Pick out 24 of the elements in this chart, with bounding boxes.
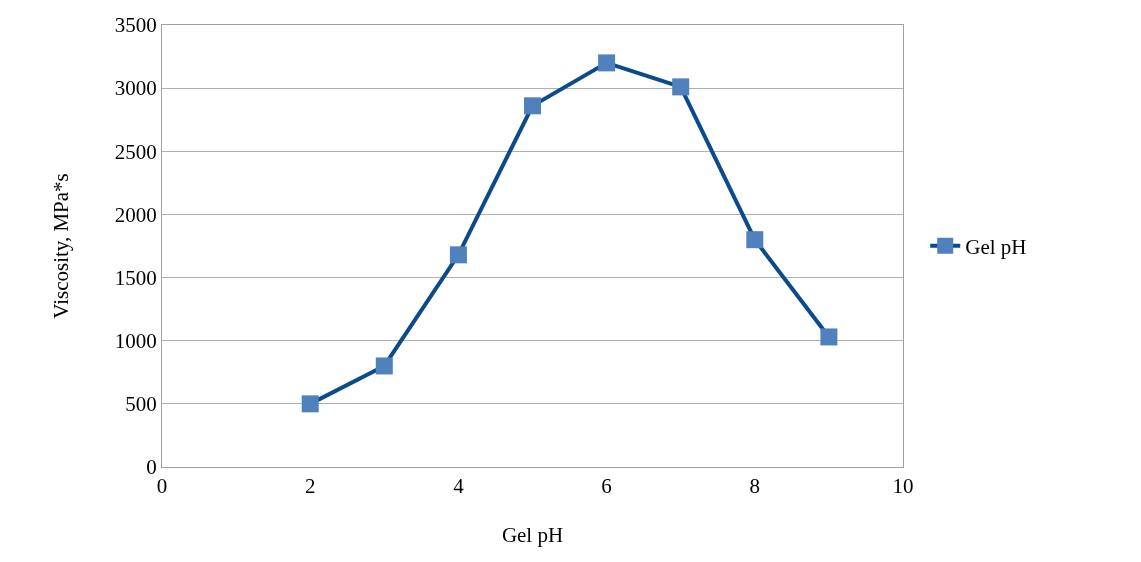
y-tick-label: 0: [146, 455, 157, 480]
y-tick-label: 1500: [114, 265, 157, 290]
y-tick-label: 3000: [114, 76, 157, 101]
point: [301, 395, 319, 413]
point: [375, 357, 393, 375]
point: [598, 54, 616, 72]
point: [746, 231, 764, 249]
y-tick-label: 1000: [114, 329, 157, 354]
x-axis-title: Gel pH: [501, 523, 564, 548]
x-tick-label: 6: [601, 474, 612, 499]
x-tick-label: 4: [453, 474, 465, 499]
point: [672, 78, 690, 96]
y-tick-label: 500: [125, 392, 157, 417]
legend-label: Gel pH: [965, 234, 1027, 259]
y-tick-label: 2500: [114, 139, 157, 164]
x-tick-label: 10: [892, 474, 914, 499]
point: [449, 246, 467, 264]
x-tick-label: 2: [304, 474, 316, 499]
point: [820, 328, 838, 346]
point: [524, 97, 541, 115]
y-tick-label: 3500: [114, 13, 157, 38]
y-axis-title: Viscosity, MPa*s: [48, 173, 73, 319]
x-tick-label: 8: [749, 474, 761, 499]
y-tick-label: 2000: [114, 202, 157, 227]
